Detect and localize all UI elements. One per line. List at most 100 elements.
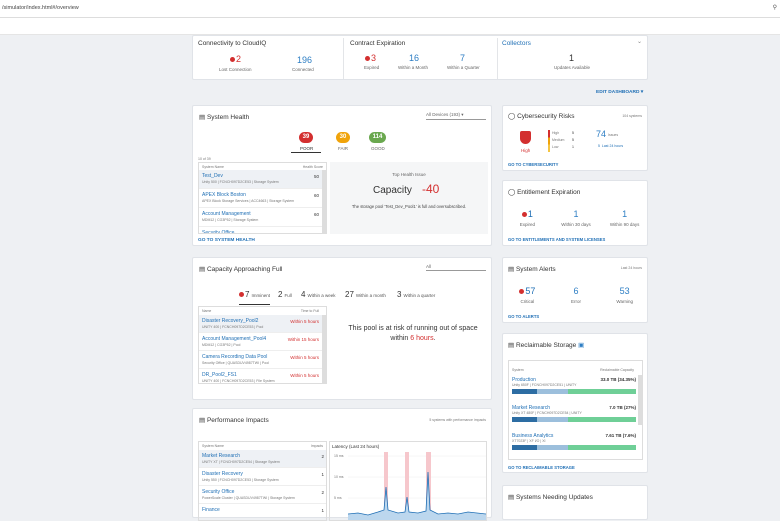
table-row[interactable]: Security Office PowerScale Cluster | QUAS… [199, 486, 326, 504]
metric-value: 6 [573, 286, 579, 296]
title-text: Reclaimable Storage [515, 342, 577, 349]
y-tick-label: 5 ms [334, 496, 342, 500]
metric[interactable]: 1 [556, 209, 596, 219]
title[interactable]: Collectors [502, 40, 531, 47]
table-row[interactable]: Production Unity 650F | FCNCH097D2CE51 | … [509, 375, 639, 403]
row-sub: UNITY XT | FCNCH097D2CE54 | Storage Syst… [202, 460, 280, 464]
metric[interactable]: 1 [507, 209, 547, 219]
tab[interactable]: 4 Within a week [301, 284, 335, 302]
row-name: Test_Dev [202, 173, 223, 179]
metric[interactable]: 53 [605, 286, 645, 296]
value[interactable]: 2 [230, 54, 241, 64]
label: Top Health Issue [392, 172, 426, 177]
table-row[interactable]: Disaster Recovery_Pool2 UNITY 400 | FCNCH… [199, 315, 323, 333]
metric-label: Critical [520, 299, 535, 304]
tab[interactable]: 3 Within a quarter [397, 284, 435, 302]
metric[interactable]: 1 [605, 209, 645, 219]
row-sub: PowerScale Cluster | QUASDUV4987TWI | St… [202, 496, 295, 500]
row-sub: APEX Block Storage Services | ACC4663 | … [202, 199, 295, 203]
filter[interactable]: All [426, 264, 486, 271]
link[interactable]: GO TO ALERTS [508, 314, 540, 319]
link[interactable]: GO TO RECLAIMABLE STORAGE [508, 465, 575, 470]
tab[interactable]: 2 Full [278, 284, 292, 302]
label: Updates Available [554, 65, 590, 70]
title-text: System Health [206, 114, 250, 121]
label: Lost Connection [219, 67, 252, 72]
row-value: 50 [313, 174, 319, 179]
value[interactable]: 3 [365, 53, 376, 63]
row-name: Market Research [512, 405, 551, 411]
updates-card: ▤ Systems Needing Updates [502, 485, 648, 520]
tab[interactable]: 7 Imminent [239, 284, 270, 305]
metric[interactable]: 57 [507, 286, 547, 296]
summary-card: Connectivity to CloudIQ 2 Lost Connectio… [192, 35, 648, 80]
label: Connected [292, 67, 314, 72]
table-row[interactable]: Account Management_Pool4 MDM12 | CG3P52 |… [199, 333, 323, 351]
table-row[interactable]: Market Research UNITY XT | FCNCH097D2CE54… [199, 450, 326, 468]
capacity-bar [512, 417, 636, 422]
col-header: Health Score [302, 165, 323, 169]
link[interactable]: GO TO SYSTEM HEALTH [198, 238, 255, 243]
recent[interactable]: 5 Last 24 hours [598, 144, 623, 148]
metric-value: 1 [573, 209, 579, 219]
label: Issues [608, 133, 619, 137]
filter-text: All Devices (193) [426, 112, 461, 117]
capacity-card: ▤ Capacity Approaching Full All 7 Imminen… [192, 257, 492, 400]
badge[interactable]: 39 [299, 132, 313, 143]
row-sub: Security Office | QUASDUV4987TWI | Pool [202, 361, 269, 365]
table-row[interactable]: DR_Pool2_FS1 UNITY 400 | FCNCH097D2CE53 |… [199, 369, 323, 383]
tab-value: 4 [301, 290, 306, 299]
collapse-icon[interactable]: ⌄ [636, 39, 642, 45]
link[interactable]: GO TO ENTITLEMENTS AND SYSTEM LICENSES [508, 237, 606, 242]
url: /simulator/index.html#/overview [2, 5, 79, 11]
legend-value: 5 [572, 138, 574, 142]
shield-icon [520, 131, 531, 144]
title-text: Systems Needing Updates [515, 494, 593, 501]
tab[interactable]: 27 Within a month [345, 284, 386, 302]
table-row[interactable]: Account Management MDM12 | CG3P52 | Stora… [199, 208, 323, 227]
row-sub: Unity 650F | FCNCH097D2CE51 | UNITY [512, 383, 577, 387]
table-row[interactable]: Business Analytics XT7023F | XF I/O | XI 7… [509, 431, 639, 459]
critical-icon [521, 212, 527, 217]
title: ▤ System Health [199, 114, 250, 121]
metric[interactable]: 6 [556, 286, 596, 296]
row-sub: Unity XT 480F | FCNCH097D2CE54 | UNITY [512, 411, 582, 415]
reclaimable-card: ▤ Reclaimable Storage ▣ System Reclaimab… [502, 333, 648, 473]
edit-dashboard-text: EDIT DASHBOARD [596, 90, 640, 95]
search-icon[interactable]: ⚲ [772, 5, 777, 11]
row-name: DR_Pool2_FS1 [202, 372, 237, 378]
row-name: Camera Recording Data Pool [202, 354, 268, 360]
title-text: Entitlement Expiration [517, 189, 581, 196]
table-row[interactable]: Disaster Recovery Unity 550 | FCNCH097D2C… [199, 468, 326, 486]
value[interactable]: 7 [460, 53, 466, 63]
edit-dashboard[interactable]: EDIT DASHBOARD ▾ [596, 90, 644, 95]
table-row[interactable]: Test_Dev Unity 500 | FCNCH097D2CE53 | Sto… [199, 170, 323, 189]
badge[interactable]: 114 [369, 132, 386, 143]
badge[interactable]: 30 [336, 132, 350, 143]
table-row[interactable]: Security Office [199, 227, 323, 233]
table-row[interactable]: Finance 1 [199, 504, 326, 520]
legend-label: Low [552, 145, 559, 149]
table-row[interactable]: Camera Recording Data Pool Security Offic… [199, 351, 323, 369]
value[interactable]: 196 [297, 55, 313, 65]
row-name: Disaster Recovery [202, 471, 243, 477]
recent-label: Last 24 hours [601, 144, 624, 148]
issue-score: -40 [422, 182, 440, 196]
tab-label: Within a quarter [403, 293, 436, 298]
value[interactable]: 16 [409, 53, 420, 63]
filter[interactable]: All Devices (193) ▾ [426, 112, 486, 120]
title: Contract Expiration [350, 40, 406, 47]
title-text: System Alerts [515, 266, 556, 273]
period: Last 24 hours [620, 266, 642, 270]
table-row[interactable]: APEX Block Boston APEX Block Storage Serv… [199, 189, 323, 208]
critical-icon [519, 289, 525, 294]
link[interactable]: GO TO CYBERSECURITY [508, 162, 559, 167]
issues[interactable]: 74 [596, 129, 607, 139]
table-row[interactable]: Market Research Unity XT 480F | FCNCH097D… [509, 403, 639, 431]
row-value: Within 5 hours [290, 355, 319, 360]
legend-value: 5 [572, 131, 574, 135]
row-value: 1 [321, 472, 324, 477]
legend-label: Medium [552, 138, 565, 142]
value: 1 [569, 53, 575, 63]
label: Within a Quarter [447, 65, 480, 70]
